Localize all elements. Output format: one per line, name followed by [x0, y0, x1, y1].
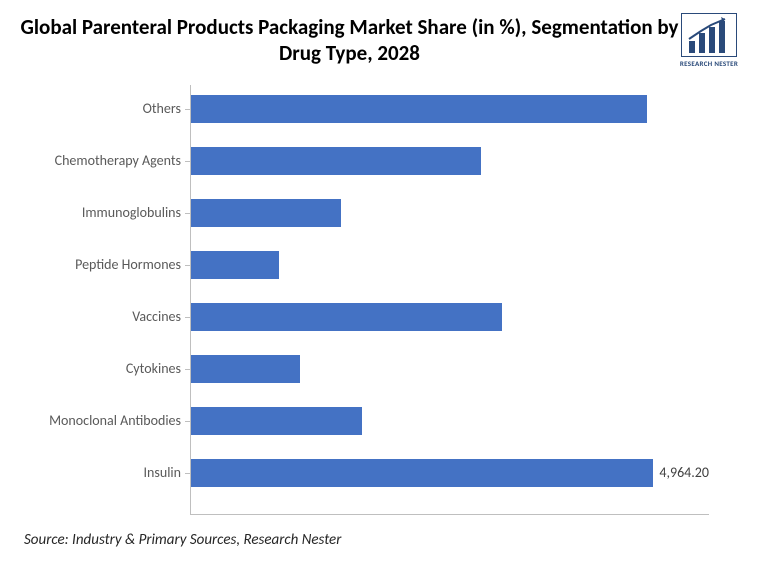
bar: [191, 147, 481, 175]
bar: [191, 459, 653, 487]
category-label: Others: [21, 100, 191, 117]
bar: [191, 199, 341, 227]
chart-row: Immunoglobulins: [191, 199, 709, 227]
category-label: Immunoglobulins: [21, 204, 191, 221]
bar: [191, 355, 300, 383]
bar: [191, 303, 502, 331]
category-label: Peptide Hormones: [21, 256, 191, 273]
category-label: Cytokines: [21, 360, 191, 377]
chart-row: Vaccines: [191, 303, 709, 331]
chart-row: Cytokines: [191, 355, 709, 383]
logo-text: RESEARCH NESTER: [680, 59, 738, 68]
brand-logo: RESEARCH NESTER: [677, 8, 741, 72]
category-label: Insulin: [21, 464, 191, 481]
value-label: 4,964.20: [653, 464, 709, 481]
bar-chart-icon: [681, 13, 737, 57]
bar: [191, 95, 647, 123]
bar: [191, 251, 279, 279]
source-citation: Source: Industry & Primary Sources, Rese…: [20, 531, 739, 549]
plot: Others Chemotherapy Agents Immunoglobulins…: [190, 85, 709, 515]
category-label: Vaccines: [21, 308, 191, 325]
bar: [191, 407, 362, 435]
category-label: Monoclonal Antibodies: [21, 412, 191, 429]
chart-title: Global Parenteral Products Packaging Mar…: [20, 10, 739, 67]
chart-row: Chemotherapy Agents: [191, 147, 709, 175]
chart-row: Insulin4,964.20: [191, 459, 709, 487]
chart-row: Others: [191, 95, 709, 123]
chart-area: Others Chemotherapy Agents Immunoglobulins…: [20, 85, 739, 515]
chart-row: Peptide Hormones: [191, 251, 709, 279]
category-label: Chemotherapy Agents: [21, 152, 191, 169]
chart-row: Monoclonal Antibodies: [191, 407, 709, 435]
